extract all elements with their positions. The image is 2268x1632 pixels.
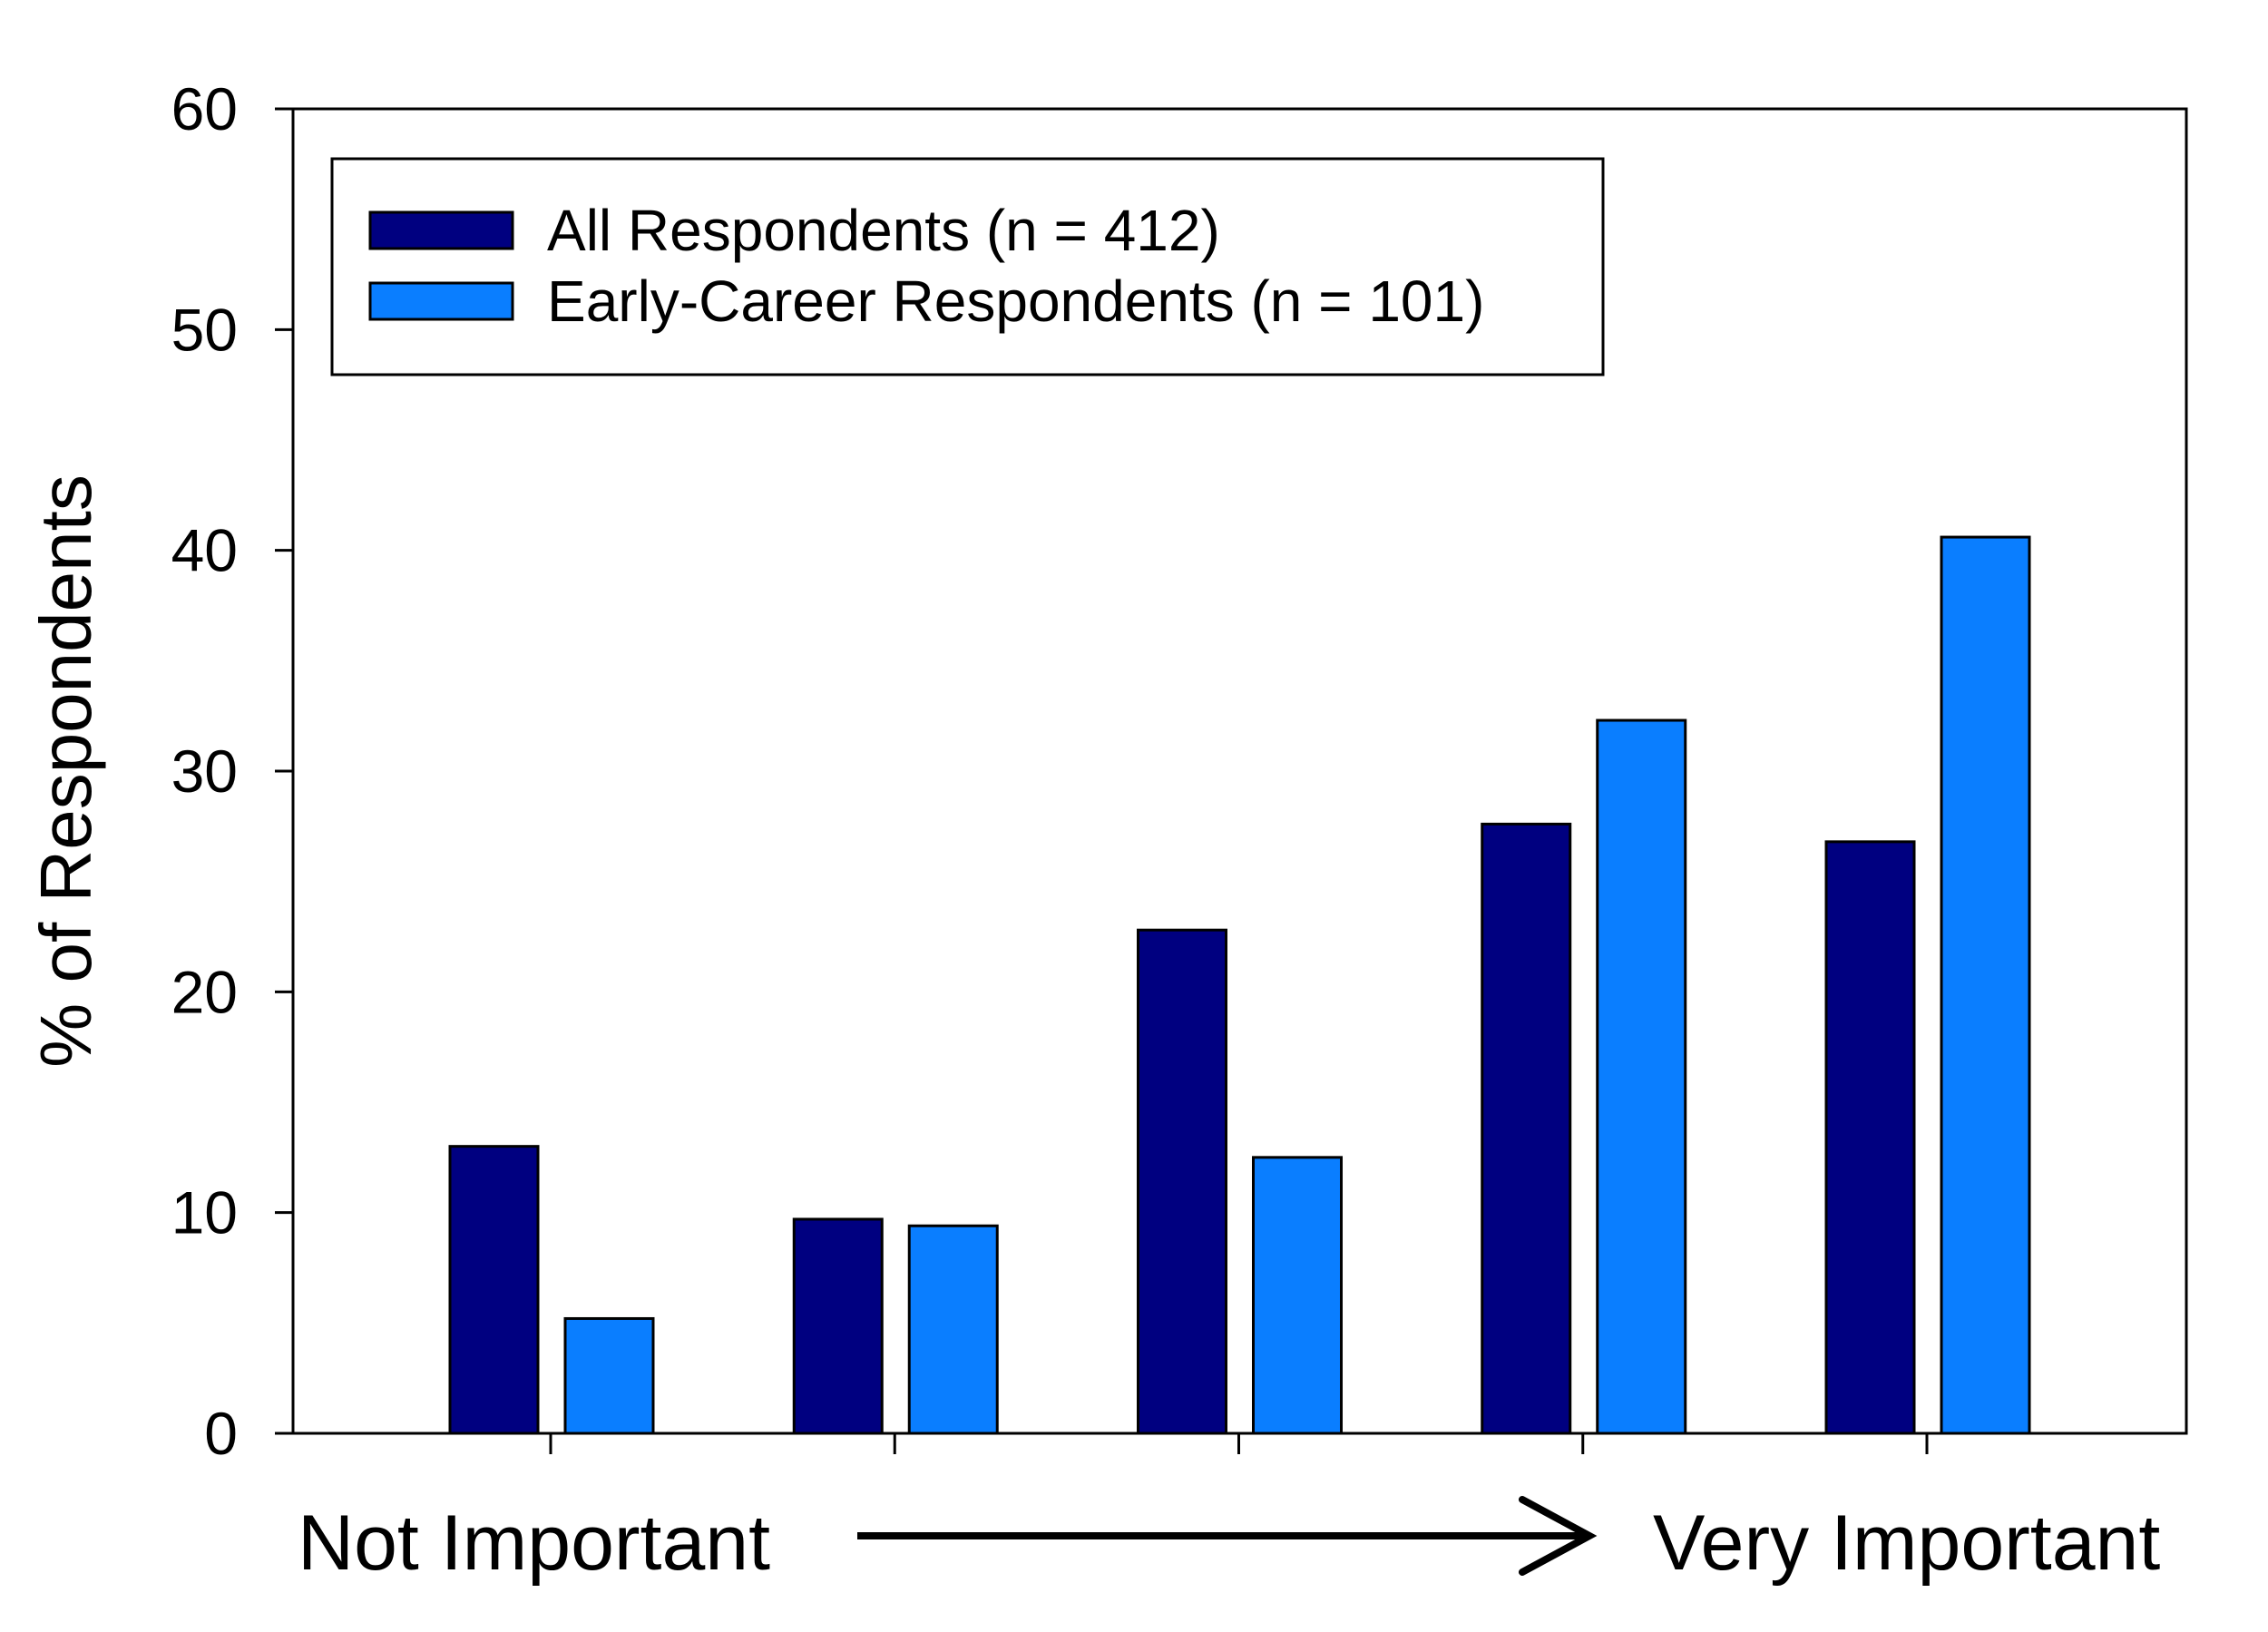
legend-swatch-early-career [368, 281, 514, 321]
x-annotation-left: Not Important [298, 1500, 770, 1587]
bar-early-career-5 [1940, 535, 2031, 1435]
y-axis-label: % of Respondents [25, 474, 106, 1068]
legend-label-early-career: Early-Career Respondents (n = 101) [547, 269, 1484, 334]
x-annotation-right: Very Important [1653, 1500, 2160, 1587]
y-axis: 0 10 20 30 40 50 60 [171, 75, 293, 1467]
x-axis [549, 1433, 1929, 1454]
y-tick-label: 20 [171, 958, 238, 1025]
y-tick-label: 40 [171, 517, 238, 584]
bar-all-respondents-1 [448, 1145, 540, 1435]
legend: All Respondents (n = 412) Early-Career R… [330, 157, 1605, 376]
bar-all-respondents-2 [792, 1217, 884, 1435]
bar-early-career-4 [1596, 718, 1687, 1435]
legend-swatch-all-respondents [368, 210, 514, 250]
y-tick-label: 50 [171, 296, 238, 363]
y-tick-label: 30 [171, 738, 238, 805]
y-tick-label: 0 [204, 1400, 238, 1467]
bar-all-respondents-5 [1824, 840, 1916, 1435]
importance-arrow [857, 1496, 1598, 1576]
bar-all-respondents-3 [1137, 928, 1227, 1435]
legend-box [330, 157, 1605, 376]
bars-group [448, 535, 2031, 1435]
bar-early-career-2 [907, 1224, 999, 1435]
bar-early-career-3 [1252, 1156, 1343, 1435]
y-tick-label: 10 [171, 1179, 238, 1246]
bar-early-career-1 [563, 1316, 655, 1435]
legend-label-all-respondents: All Respondents (n = 412) [547, 198, 1220, 263]
y-tick-label: 60 [171, 75, 238, 142]
bar-all-respondents-4 [1481, 822, 1572, 1435]
